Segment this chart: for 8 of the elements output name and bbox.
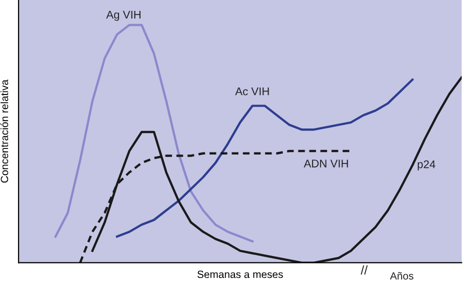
text: Años: [390, 272, 414, 280]
series-label: ADN VIH: [304, 160, 348, 168]
series-label: Ag VIH: [106, 10, 140, 21]
series-label: p24: [418, 160, 436, 170]
series-label: Ac VIH: [235, 88, 269, 96]
x-axis-title: Semanas a meses: [197, 270, 283, 278]
y-axis-title: Concentración relativa: [0, 80, 8, 183]
text: //: [360, 265, 368, 275]
